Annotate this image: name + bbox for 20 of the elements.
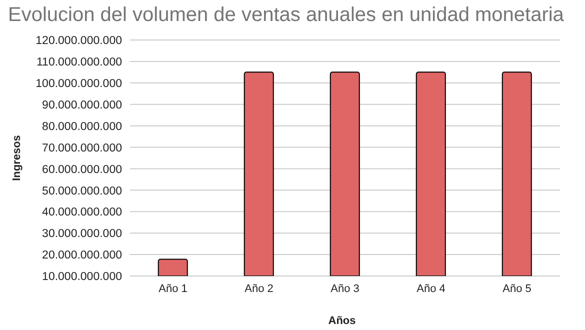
y-tick-label: 120.000.000.000 bbox=[36, 35, 122, 48]
y-tick-label: 110.000.000.000 bbox=[36, 56, 122, 69]
y-tick-label: 20.000.000.000 bbox=[42, 250, 122, 262]
x-tick-label: Año 4 bbox=[416, 282, 446, 295]
y-tick-label: 40.000.000.000 bbox=[42, 206, 122, 219]
x-tick-label: Año 2 bbox=[244, 282, 274, 295]
x-tick-label: Año 5 bbox=[502, 282, 532, 295]
y-axis-title: Ingresos bbox=[11, 135, 23, 181]
y-tick-label: 30.000.000.000 bbox=[42, 228, 122, 240]
x-tick-label: Año 3 bbox=[330, 282, 360, 295]
x-axis-title: Años bbox=[328, 315, 356, 327]
y-tick-label: 100.000.000.000 bbox=[36, 78, 122, 90]
y-tick-label: 90.000.000.000 bbox=[42, 99, 122, 112]
chart-title: Evolucion del volumen de ventas anuales en unidad monetaria bbox=[8, 4, 564, 27]
y-tick-label: 80.000.000.000 bbox=[42, 120, 122, 133]
y-tick-label: 10.000.000.000 bbox=[42, 271, 122, 284]
y-tick-label: 70.000.000.000 bbox=[42, 142, 122, 154]
x-tick-label: Año 1 bbox=[158, 282, 188, 295]
y-tick-label: 50.000.000.000 bbox=[42, 185, 122, 198]
y-tick-label: 60.000.000.000 bbox=[42, 164, 122, 176]
